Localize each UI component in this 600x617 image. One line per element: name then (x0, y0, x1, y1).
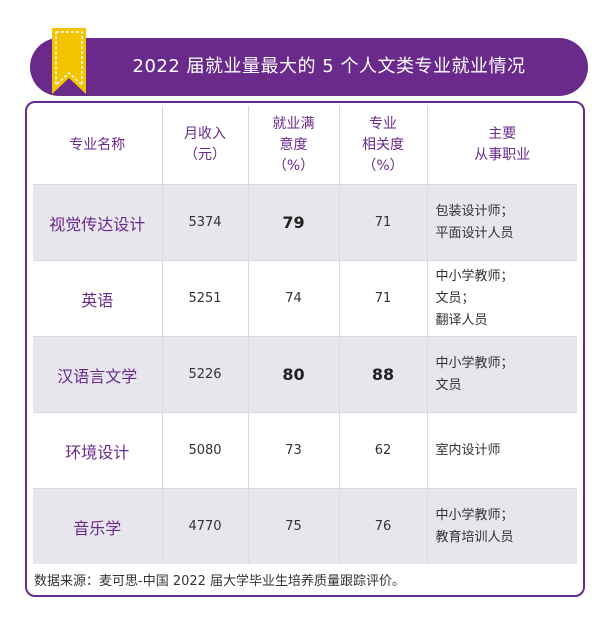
major-cell: 英语 (33, 260, 163, 337)
relevance-cell: 62 (339, 412, 428, 489)
data-source-note: 数据来源：麦可思-中国 2022 届大学毕业生培养质量跟踪评价。 (34, 574, 406, 589)
header-relevance: 专业 相关度 （%） (339, 106, 428, 185)
table-row: 视觉传达设计 5374 79 71 包装设计师； 平面设计人员 (33, 184, 577, 261)
ribbon-bookmark-icon (52, 28, 86, 94)
jobs-cell: 中小学教师； 教育培训人员 (427, 488, 577, 564)
employment-table: 专业名称 月收入 （元） 就业满 意度 （%） 专业 相关度 （%） 主要 从事职业 视觉传… (33, 106, 577, 564)
table-row: 英语 5251 74 71 中小学教师； 文员； 翻译人员 (33, 260, 577, 337)
income-cell: 5374 (162, 184, 249, 261)
relevance-cell: 88 (339, 336, 428, 413)
table-row: 音乐学 4770 75 76 中小学教师； 教育培训人员 (33, 488, 577, 564)
relevance-cell: 71 (339, 184, 428, 261)
table-row: 汉语言文学 5226 80 88 中小学教师； 文员 (33, 336, 577, 413)
header-major: 专业名称 (33, 106, 163, 185)
relevance-cell: 76 (339, 488, 428, 564)
header-jobs: 主要 从事职业 (474, 126, 531, 163)
major-cell: 音乐学 (33, 488, 163, 564)
table-row: 环境设计 5080 73 62 室内设计师 (33, 412, 577, 489)
jobs-cell: 包装设计师； 平面设计人员 (427, 184, 577, 261)
satisfaction-cell: 75 (248, 488, 340, 564)
income-cell: 5226 (162, 336, 249, 413)
title-banner: 2022 届就业量最大的 5 个人文类专业就业情况 (30, 38, 588, 96)
relevance-cell: 71 (339, 260, 428, 337)
header-income: 月收入 （元） (162, 106, 249, 185)
major-cell: 汉语言文学 (33, 336, 163, 413)
jobs-cell: 中小学教师； 文员； 翻译人员 (427, 260, 577, 337)
income-cell: 4770 (162, 488, 249, 564)
jobs-cell: 室内设计师 (427, 412, 577, 489)
satisfaction-cell: 80 (248, 336, 340, 413)
satisfaction-cell: 73 (248, 412, 340, 489)
major-cell: 环境设计 (33, 412, 163, 489)
page-title: 2022 届就业量最大的 5 个人文类专业就业情况 (132, 56, 526, 77)
satisfaction-cell: 79 (248, 184, 340, 261)
major-cell: 视觉传达设计 (33, 184, 163, 261)
income-cell: 5080 (162, 412, 249, 489)
satisfaction-cell: 74 (248, 260, 340, 337)
header-satisfaction: 就业满 意度 （%） (248, 106, 340, 185)
jobs-cell: 中小学教师； 文员 (427, 336, 577, 413)
table-header-row: 专业名称 月收入 （元） 就业满 意度 （%） 专业 相关度 （%） 主要 从事职业 (33, 106, 577, 185)
income-cell: 5251 (162, 260, 249, 337)
